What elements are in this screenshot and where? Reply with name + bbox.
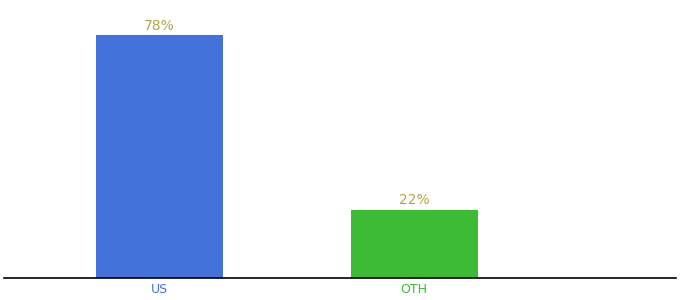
Bar bbox=[351, 209, 478, 278]
Text: 78%: 78% bbox=[144, 19, 175, 33]
Text: 22%: 22% bbox=[399, 193, 430, 207]
Bar bbox=[96, 35, 223, 278]
